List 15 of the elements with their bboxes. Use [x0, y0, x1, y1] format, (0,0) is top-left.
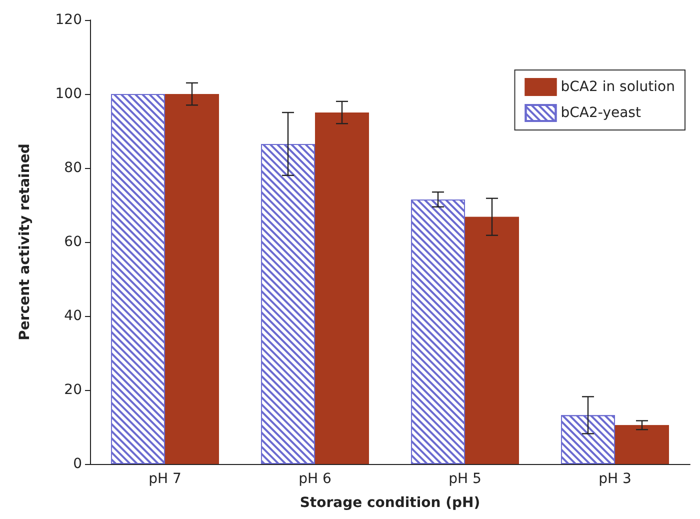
y-tick-label: 60 — [64, 234, 82, 250]
legend-label: bCA2-yeast — [560, 105, 642, 121]
y-tick-label: 20 — [64, 382, 82, 398]
x-tick-label: pH 3 — [598, 471, 632, 487]
y-tick-label: 120 — [55, 12, 82, 28]
y-axis-title: Percent activity retained — [17, 144, 33, 340]
y-tick-label: 100 — [55, 86, 82, 102]
x-tick-label: pH 5 — [448, 471, 482, 487]
y-tick-label: 80 — [64, 160, 82, 176]
y-tick-label: 40 — [64, 308, 82, 324]
x-tick-label: pH 6 — [298, 471, 332, 487]
x-axis-title: Storage condition (pH) — [300, 495, 480, 511]
legend-label: bCA2 in solution — [560, 79, 675, 95]
x-tick-label: pH 7 — [148, 471, 182, 487]
y-tick-label: 0 — [73, 456, 82, 472]
